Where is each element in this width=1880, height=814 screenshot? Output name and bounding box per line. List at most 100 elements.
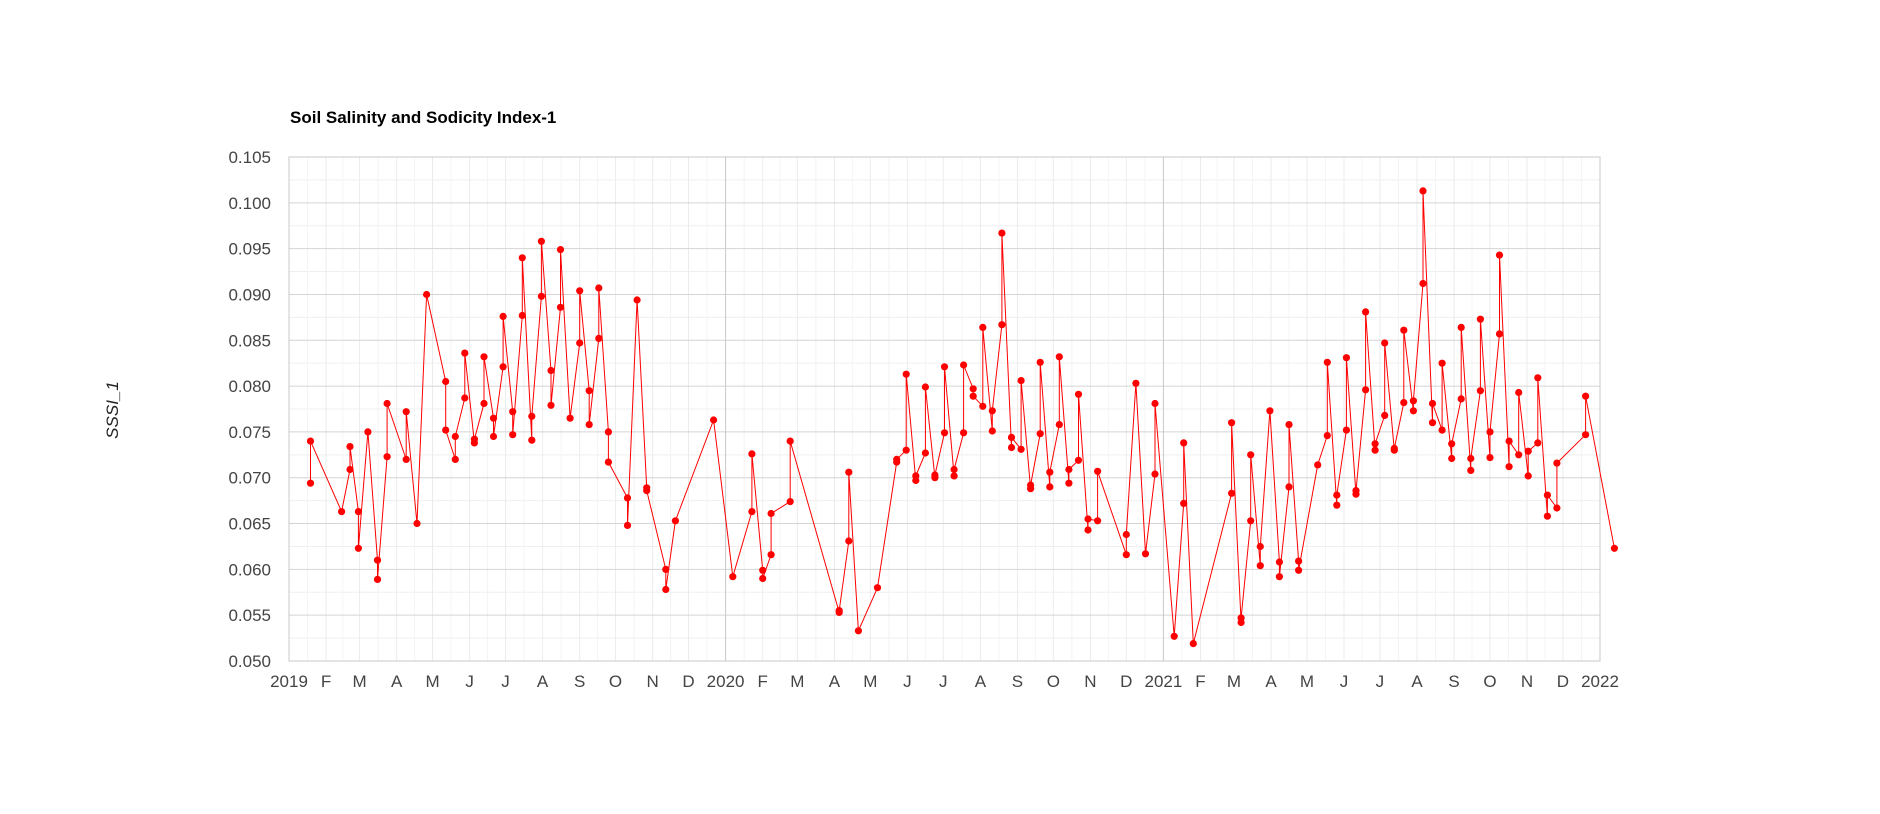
data-point[interactable] (1285, 421, 1293, 429)
data-point[interactable] (940, 363, 949, 371)
data-point[interactable] (912, 472, 920, 480)
data-point[interactable] (1371, 440, 1379, 448)
data-point[interactable] (1448, 440, 1456, 448)
data-point[interactable] (595, 334, 603, 342)
data-point[interactable] (1314, 461, 1322, 469)
data-point[interactable] (566, 414, 574, 422)
data-point[interactable] (960, 361, 968, 369)
data-point[interactable] (604, 458, 613, 466)
data-point[interactable] (518, 311, 526, 320)
data-point[interactable] (383, 453, 391, 461)
data-point[interactable] (585, 421, 593, 429)
data-point[interactable] (1457, 323, 1465, 331)
data-point[interactable] (306, 437, 315, 445)
data-point[interactable] (1371, 446, 1379, 454)
data-point[interactable] (710, 416, 718, 424)
data-point[interactable] (748, 450, 756, 458)
data-point[interactable] (1074, 390, 1083, 398)
data-point[interactable] (604, 428, 613, 436)
data-point[interactable] (354, 508, 362, 516)
data-point[interactable] (1180, 439, 1188, 447)
data-point[interactable] (373, 556, 382, 564)
data-point[interactable] (988, 407, 996, 415)
data-point[interactable] (623, 494, 632, 502)
data-point[interactable] (767, 551, 775, 559)
data-point[interactable] (1505, 437, 1513, 445)
data-point[interactable] (373, 575, 382, 584)
data-point[interactable] (623, 521, 632, 530)
data-point[interactable] (979, 402, 987, 410)
data-point[interactable] (1505, 463, 1513, 471)
data-point[interactable] (969, 392, 977, 400)
data-point[interactable] (461, 394, 469, 402)
data-point[interactable] (1295, 557, 1303, 565)
data-point[interactable] (1419, 279, 1427, 288)
data-point[interactable] (1428, 419, 1437, 427)
data-point[interactable] (556, 303, 565, 311)
data-point[interactable] (499, 363, 507, 371)
data-point[interactable] (1352, 487, 1360, 495)
data-point[interactable] (306, 479, 315, 487)
data-point[interactable] (595, 284, 603, 292)
data-point[interactable] (1323, 432, 1331, 440)
data-point[interactable] (547, 366, 555, 375)
data-point[interactable] (1247, 451, 1255, 459)
data-point[interactable] (893, 455, 901, 463)
data-point[interactable] (1237, 614, 1245, 622)
data-point[interactable] (786, 498, 794, 506)
data-point[interactable] (461, 349, 469, 357)
data-point[interactable] (1295, 566, 1303, 574)
data-point[interactable] (383, 399, 391, 408)
data-point[interactable] (873, 584, 882, 592)
data-point[interactable] (1256, 562, 1264, 570)
data-point[interactable] (662, 565, 670, 574)
data-point[interactable] (1486, 454, 1494, 462)
data-point[interactable] (1333, 501, 1341, 509)
data-point[interactable] (354, 544, 362, 552)
data-point[interactable] (451, 455, 459, 463)
data-point[interactable] (931, 471, 939, 479)
data-point[interactable] (1266, 407, 1274, 415)
data-point[interactable] (585, 387, 593, 395)
data-point[interactable] (1094, 517, 1102, 525)
data-point[interactable] (671, 517, 680, 525)
data-point[interactable] (1342, 354, 1350, 362)
data-point[interactable] (786, 437, 794, 445)
data-point[interactable] (413, 519, 421, 528)
data-point[interactable] (1074, 456, 1083, 464)
data-point[interactable] (950, 465, 958, 474)
data-point[interactable] (1495, 251, 1504, 259)
data-point[interactable] (1476, 387, 1484, 395)
data-point[interactable] (1275, 573, 1283, 581)
data-point[interactable] (1323, 358, 1331, 366)
data-point[interactable] (1189, 640, 1197, 648)
data-point[interactable] (1122, 530, 1130, 539)
data-point[interactable] (451, 432, 459, 441)
data-point[interactable] (1027, 481, 1035, 489)
data-point[interactable] (1419, 187, 1427, 195)
data-point[interactable] (528, 436, 536, 444)
data-point[interactable] (364, 428, 372, 436)
data-point[interactable] (489, 432, 498, 441)
data-point[interactable] (729, 573, 737, 581)
data-point[interactable] (1256, 542, 1264, 551)
data-point[interactable] (1400, 326, 1408, 334)
data-point[interactable] (998, 321, 1006, 329)
data-point[interactable] (1151, 470, 1159, 478)
data-point[interactable] (442, 377, 450, 386)
data-point[interactable] (1467, 454, 1475, 463)
data-point[interactable] (1132, 379, 1140, 387)
data-point[interactable] (1553, 504, 1561, 512)
data-point[interactable] (1084, 526, 1092, 534)
data-point[interactable] (748, 508, 756, 516)
data-point[interactable] (1333, 491, 1341, 499)
data-point[interactable] (1094, 467, 1102, 475)
data-point[interactable] (1409, 397, 1417, 405)
data-point[interactable] (1046, 483, 1054, 491)
data-point[interactable] (1046, 468, 1054, 476)
data-point[interactable] (499, 312, 507, 320)
data-point[interactable] (346, 465, 354, 474)
data-point[interactable] (1275, 558, 1283, 566)
data-point[interactable] (338, 508, 346, 516)
data-point[interactable] (1476, 315, 1484, 323)
